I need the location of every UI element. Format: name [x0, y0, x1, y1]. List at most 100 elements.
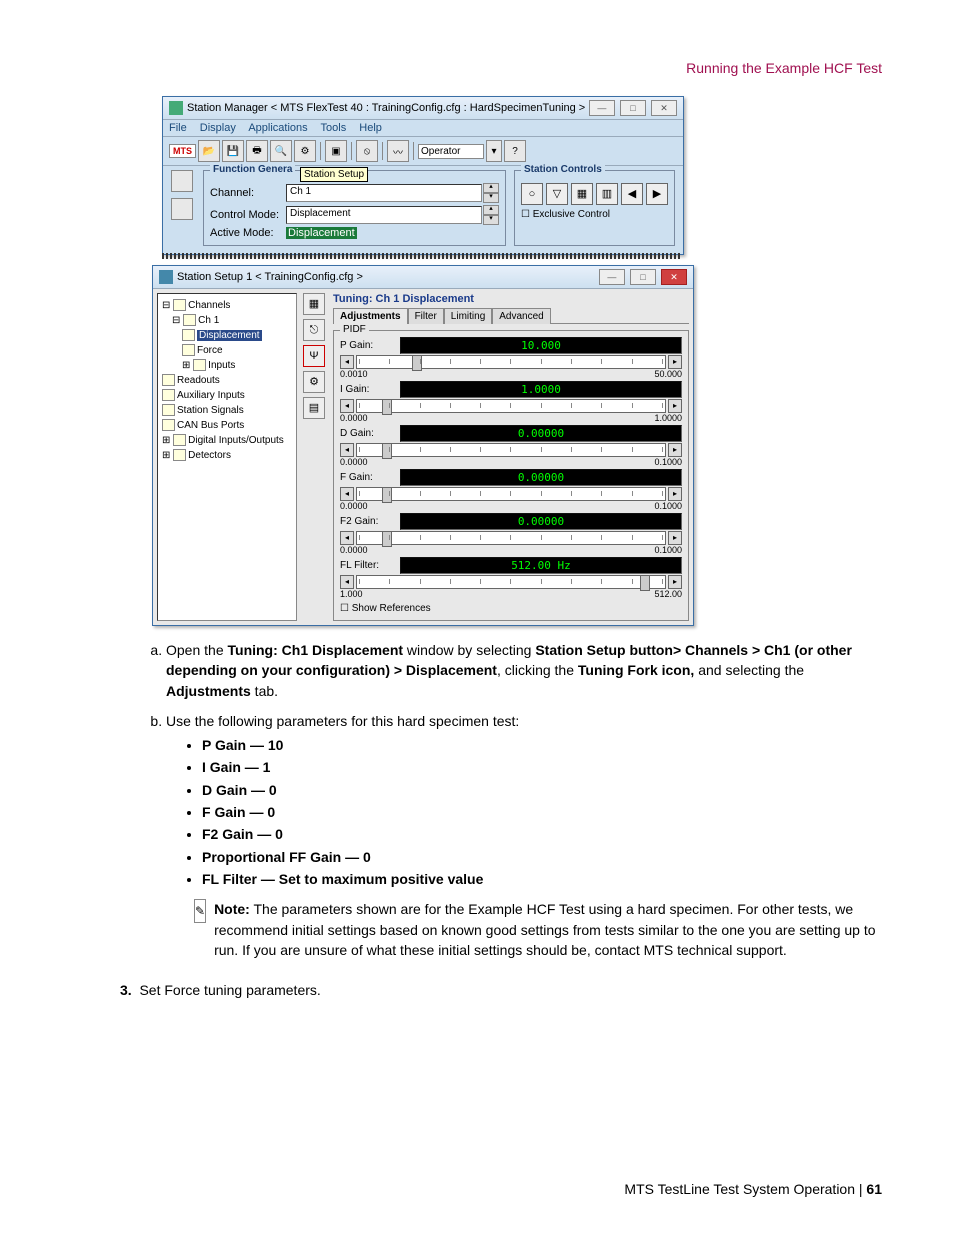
side-button-2[interactable] [171, 198, 193, 220]
side-button-1[interactable] [171, 170, 193, 192]
slider-right[interactable]: ▸ [668, 531, 682, 545]
tab-advanced[interactable]: Advanced [492, 308, 550, 324]
activemode-value: Displacement [286, 227, 357, 239]
help-icon[interactable]: ? [504, 140, 526, 162]
ctrl-icon-5[interactable]: ◀ [621, 183, 643, 205]
station-setup-window: Station Setup 1 < TrainingConfig.cfg > —… [152, 265, 694, 626]
spin-up[interactable]: ▴ [483, 205, 499, 215]
minimize-button[interactable]: — [599, 269, 625, 285]
slider-left[interactable]: ◂ [340, 531, 354, 545]
icon-1[interactable]: ▦ [303, 293, 325, 315]
slider-left[interactable]: ◂ [340, 487, 354, 501]
ctrl-icon-4[interactable]: ▥ [596, 183, 618, 205]
spin-down[interactable]: ▾ [483, 193, 499, 203]
icon-2[interactable]: ⎋ [303, 319, 325, 341]
tool-icon[interactable]: ▣ [325, 140, 347, 162]
window-title: Station Manager < MTS FlexTest 40 : Trai… [187, 102, 585, 114]
slider-track[interactable] [356, 575, 666, 589]
close-button[interactable]: ✕ [651, 100, 677, 116]
range-min: 0.0000 [340, 501, 368, 511]
gain-label: D Gain: [340, 428, 400, 439]
slider-left[interactable]: ◂ [340, 399, 354, 413]
close-button[interactable]: ✕ [661, 269, 687, 285]
print-icon[interactable]: 🖶 [246, 140, 268, 162]
tuning-fork-icon[interactable]: Ψ [303, 345, 325, 367]
titlebar: Station Setup 1 < TrainingConfig.cfg > —… [153, 266, 693, 289]
range-max: 1.0000 [654, 413, 682, 423]
icon-5[interactable]: ▤ [303, 397, 325, 419]
range-max: 0.1000 [654, 545, 682, 555]
slider-track[interactable] [356, 531, 666, 545]
slider-left[interactable]: ◂ [340, 443, 354, 457]
function-generator-panel: Function Genera Station Setup Channel: C… [203, 170, 506, 246]
menu-applications[interactable]: Applications [248, 122, 307, 134]
ctrl-icon-1[interactable]: ○ [521, 183, 543, 205]
bullet-item: Proportional FF Gain — 0 [202, 847, 882, 867]
footer: MTS TestLine Test System Operation | 61 [624, 1181, 882, 1197]
range-min: 0.0000 [340, 413, 368, 423]
menu-file[interactable]: File [169, 122, 187, 134]
gain-value[interactable]: 10.000 [400, 337, 682, 354]
dropdown-icon[interactable]: ▾ [486, 140, 502, 162]
slider-right[interactable]: ▸ [668, 355, 682, 369]
window-buttons: — □ ✕ [597, 269, 687, 285]
note: ✎ Note: The parameters shown are for the… [194, 899, 882, 960]
slider-track[interactable] [356, 355, 666, 369]
spin-up[interactable]: ▴ [483, 183, 499, 193]
gain-value[interactable]: 512.00 Hz [400, 557, 682, 574]
maximize-button[interactable]: □ [630, 269, 656, 285]
slider-track[interactable] [356, 443, 666, 457]
maximize-button[interactable]: □ [620, 100, 646, 116]
menu-help[interactable]: Help [359, 122, 382, 134]
gain-row: F Gain:0.00000 ◂▸ 0.00000.1000 [340, 469, 682, 511]
titlebar: Station Manager < MTS FlexTest 40 : Trai… [163, 97, 683, 120]
gain-value[interactable]: 1.0000 [400, 381, 682, 398]
spin-down[interactable]: ▾ [483, 215, 499, 225]
exclusive-checkbox[interactable]: ☐ Exclusive Control [521, 209, 668, 220]
channel-input[interactable]: Ch 1 [286, 184, 482, 202]
menu-tools[interactable]: Tools [321, 122, 347, 134]
ctrl-icon-2[interactable]: ▽ [546, 183, 568, 205]
slider-right[interactable]: ▸ [668, 399, 682, 413]
slider-right[interactable]: ▸ [668, 575, 682, 589]
step-3: 3. Set Force tuning parameters. [120, 982, 882, 998]
pidf-group: PIDF P Gain:10.000 ◂▸ 0.001050.000I Gain… [333, 330, 689, 621]
ctrl-icon-6[interactable]: ▶ [646, 183, 668, 205]
stop-icon[interactable]: ⦸ [356, 140, 378, 162]
ctrl-icon-3[interactable]: ▦ [571, 183, 593, 205]
save-icon[interactable]: 💾 [222, 140, 244, 162]
tab-limiting[interactable]: Limiting [444, 308, 492, 324]
menu-display[interactable]: Display [200, 122, 236, 134]
range-max: 0.1000 [654, 457, 682, 467]
minimize-button[interactable]: — [589, 100, 615, 116]
preview-icon[interactable]: 🔍 [270, 140, 292, 162]
slider-right[interactable]: ▸ [668, 487, 682, 501]
window-title: Station Setup 1 < TrainingConfig.cfg > [177, 271, 363, 283]
tuning-title: Tuning: Ch 1 Displacement [333, 293, 689, 305]
app-icon [159, 270, 173, 284]
gain-value[interactable]: 0.00000 [400, 425, 682, 442]
slider-track[interactable] [356, 487, 666, 501]
show-references-checkbox[interactable]: ☐ Show References [340, 603, 682, 614]
slider-right[interactable]: ▸ [668, 443, 682, 457]
group-title: PIDF [340, 324, 369, 335]
tab-filter[interactable]: Filter [408, 308, 444, 324]
tab-adjustments[interactable]: Adjustments [333, 308, 408, 324]
icon-4[interactable]: ⚙ [303, 371, 325, 393]
body-text: Open the Tuning: Ch1 Displacement window… [144, 640, 882, 960]
slider-track[interactable] [356, 399, 666, 413]
range-max: 50.000 [654, 369, 682, 379]
toolbar: MTS 📂 💾 🖶 🔍 ⚙ ▣ ⦸ 〰 Operator ▾ ? [163, 137, 683, 166]
gain-value[interactable]: 0.00000 [400, 513, 682, 530]
operator-select[interactable]: Operator [418, 144, 484, 159]
scope-icon[interactable]: 〰 [387, 140, 409, 162]
slider-left[interactable]: ◂ [340, 355, 354, 369]
open-icon[interactable]: 📂 [198, 140, 220, 162]
running-header: Running the Example HCF Test [72, 60, 882, 76]
controlmode-input[interactable]: Displacement [286, 206, 482, 224]
gain-value[interactable]: 0.00000 [400, 469, 682, 486]
tree-view[interactable]: ⊟ Channels ⊟ Ch 1 Displacement Force ⊞ I… [157, 293, 297, 621]
slider-left[interactable]: ◂ [340, 575, 354, 589]
channel-label: Channel: [210, 187, 286, 199]
station-setup-icon[interactable]: ⚙ [294, 140, 316, 162]
